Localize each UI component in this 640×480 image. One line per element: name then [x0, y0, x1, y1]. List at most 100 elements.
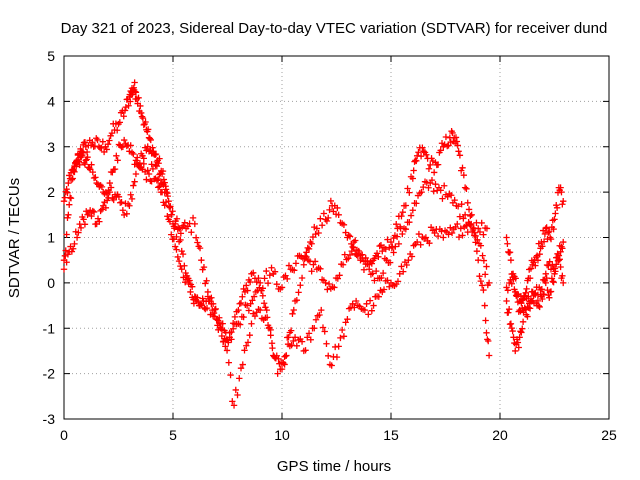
data-point — [313, 225, 321, 232]
data-point — [237, 364, 245, 372]
data-point — [89, 168, 96, 176]
data-point — [186, 277, 193, 284]
data-point — [485, 279, 493, 287]
data-point — [247, 300, 254, 307]
data-point — [153, 177, 161, 184]
data-point — [384, 277, 391, 284]
data-point — [152, 161, 159, 169]
data-point — [522, 289, 529, 297]
data-point — [126, 202, 133, 209]
data-point — [305, 245, 313, 253]
data-point — [137, 102, 144, 110]
data-point — [127, 191, 134, 198]
data-point — [503, 284, 510, 291]
data-point — [151, 151, 158, 158]
data-point — [243, 302, 251, 309]
data-point — [73, 234, 81, 241]
data-point — [328, 362, 335, 369]
data-point — [199, 295, 206, 302]
data-point — [370, 302, 377, 309]
data-point — [156, 171, 163, 178]
data-point — [221, 327, 228, 334]
data-point — [460, 171, 468, 179]
data-point — [352, 297, 360, 305]
data-point — [355, 247, 362, 255]
data-point — [287, 327, 295, 334]
data-point — [477, 242, 485, 249]
data-point — [210, 309, 218, 317]
data-point — [65, 179, 72, 187]
data-point — [98, 183, 106, 191]
data-point — [88, 212, 95, 220]
data-point — [462, 222, 470, 230]
data-point — [169, 208, 176, 215]
data-point — [243, 342, 250, 349]
data-point — [402, 226, 410, 233]
data-point — [128, 195, 136, 203]
data-point — [432, 180, 439, 188]
data-point — [334, 275, 342, 282]
data-point — [417, 152, 425, 160]
data-point — [235, 306, 242, 314]
data-point — [454, 220, 461, 228]
data-point — [409, 207, 416, 214]
data-point — [507, 256, 515, 264]
data-point — [178, 247, 185, 255]
data-point — [236, 300, 243, 307]
data-point — [274, 370, 281, 377]
data-point — [447, 224, 454, 231]
x-tick-label: 5 — [169, 427, 177, 443]
data-point — [264, 279, 272, 287]
data-point — [232, 386, 239, 394]
data-point — [338, 326, 346, 334]
data-point — [425, 165, 433, 172]
data-point — [93, 179, 100, 187]
data-point — [289, 310, 296, 318]
data-point — [229, 398, 236, 405]
data-point — [106, 188, 113, 196]
data-point — [191, 220, 198, 228]
data-point — [136, 164, 144, 171]
data-point — [474, 236, 481, 244]
data-point — [149, 150, 157, 157]
data-point — [174, 226, 181, 233]
data-point — [106, 137, 113, 144]
data-point — [134, 160, 141, 168]
data-point — [86, 164, 93, 172]
data-point — [349, 243, 356, 251]
data-point — [75, 229, 82, 236]
data-point — [373, 250, 381, 257]
data-point — [345, 232, 352, 239]
data-point — [439, 195, 446, 202]
data-point — [134, 154, 141, 161]
data-point — [375, 253, 382, 261]
data-point — [519, 296, 527, 303]
data-point — [508, 324, 515, 332]
data-point — [60, 198, 68, 205]
data-point — [125, 102, 132, 109]
data-point — [346, 251, 354, 259]
series-track-f — [503, 250, 567, 320]
data-point — [81, 221, 89, 228]
data-point — [526, 305, 534, 312]
data-point — [159, 167, 167, 175]
data-point — [449, 129, 456, 137]
data-point — [479, 252, 486, 259]
data-point — [146, 135, 154, 142]
data-point — [378, 274, 385, 282]
data-point — [480, 286, 487, 294]
data-point — [246, 278, 254, 286]
data-point — [527, 265, 535, 272]
data-point — [455, 148, 462, 155]
data-point — [304, 334, 311, 341]
data-point — [375, 293, 382, 300]
data-point — [516, 334, 523, 341]
data-point — [477, 277, 485, 285]
data-point — [77, 224, 85, 232]
x-tick-label: 15 — [383, 427, 399, 443]
data-point — [408, 253, 416, 260]
data-point — [164, 189, 171, 197]
data-point — [213, 315, 220, 323]
data-point — [549, 278, 556, 285]
data-point — [503, 297, 510, 305]
